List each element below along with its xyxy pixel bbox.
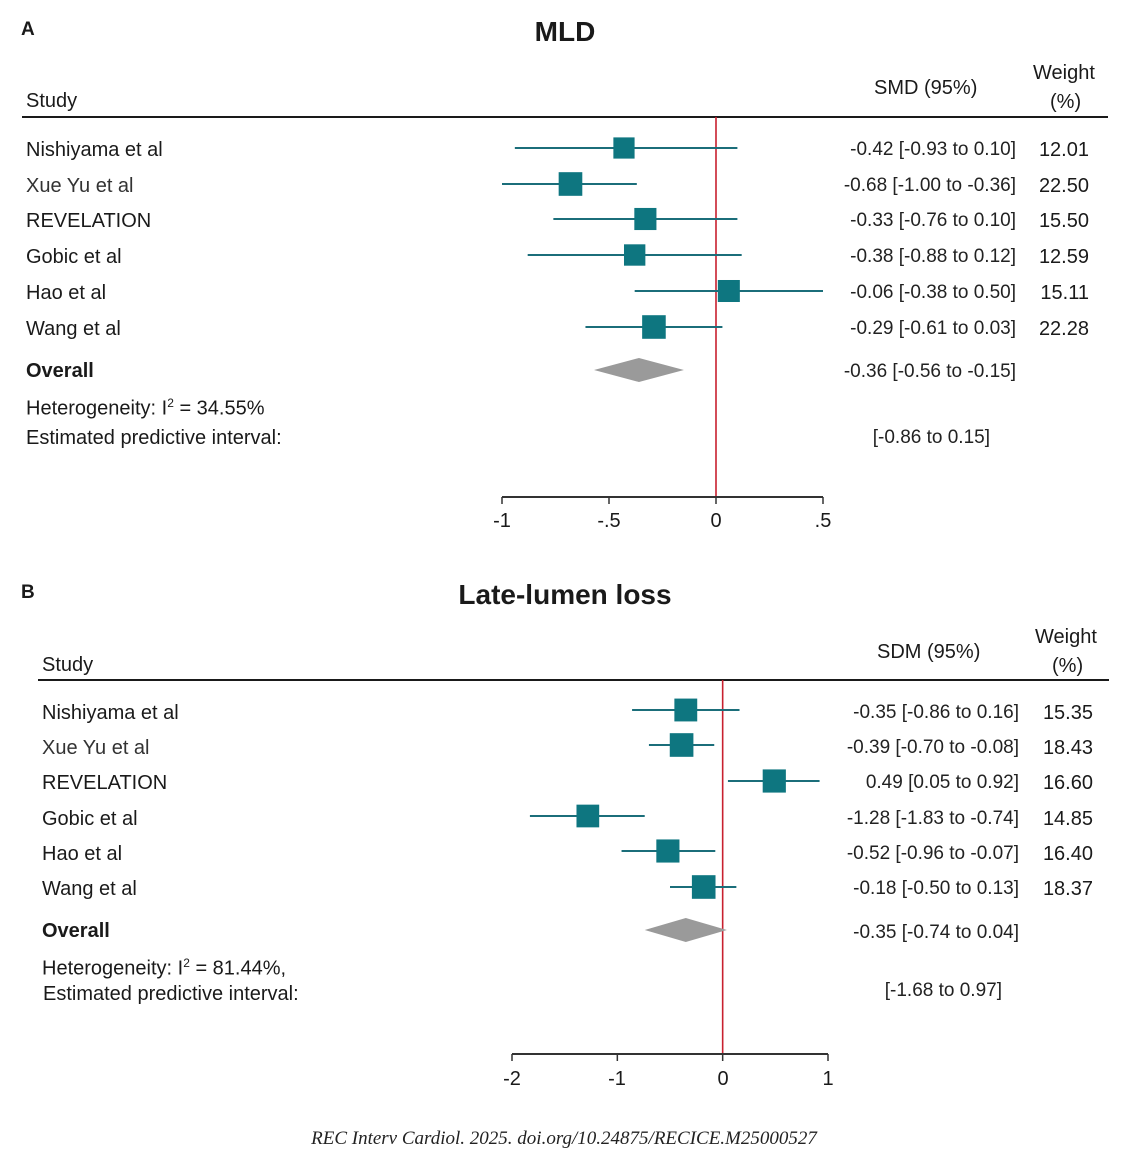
effect-estimate: -0.18 [-0.50 to 0.13] <box>853 878 1019 899</box>
study-weight: 15.35 <box>1042 702 1093 724</box>
predictive-interval-value: [-1.68 to 0.97] <box>884 980 1002 1001</box>
overall-label: Overall <box>26 360 94 382</box>
study-marker <box>717 279 740 303</box>
effect-estimate: -0.52 [-0.96 to -0.07] <box>846 843 1019 864</box>
study-weight: 22.28 <box>1038 318 1089 340</box>
study-weight: 18.37 <box>1042 878 1093 900</box>
study-name: Wang et al <box>42 878 137 900</box>
x-tick-label: -1 <box>608 1068 626 1090</box>
study-marker <box>558 172 583 196</box>
study-weight: 22.50 <box>1038 175 1089 197</box>
effect-estimate: 0.49 [0.05 to 0.92] <box>865 772 1019 793</box>
study-marker <box>656 839 680 863</box>
effect-estimate: -0.35 [-0.86 to 0.16] <box>853 702 1019 723</box>
weight-header: Weight <box>1033 62 1095 84</box>
effect-estimate: -0.33 [-0.76 to 0.10] <box>850 210 1016 231</box>
study-name: Xue Yu et al <box>42 737 150 759</box>
study-name: Nishiyama et al <box>26 139 163 161</box>
study-marker <box>623 244 646 266</box>
study-marker <box>642 315 666 339</box>
weight-header-unit: (%) <box>1052 655 1084 677</box>
overall-estimate: -0.35 [-0.74 to 0.04] <box>853 922 1019 943</box>
study-header: Study <box>26 90 78 112</box>
weight-header: Weight <box>1035 626 1097 648</box>
effect-estimate: -0.38 [-0.88 to 0.12] <box>850 246 1016 267</box>
study-marker <box>674 698 698 722</box>
x-tick-label: .5 <box>814 510 832 532</box>
overall-diamond <box>594 358 684 382</box>
effect-estimate: -1.28 [-1.83 to -0.74] <box>846 808 1019 829</box>
panel-title: Late-lumen loss <box>458 579 672 610</box>
study-weight: 18.43 <box>1042 737 1093 759</box>
heterogeneity-label: Heterogeneity: I2 = 34.55% <box>26 396 265 420</box>
study-weight: 12.59 <box>1038 246 1089 268</box>
x-tick-label: 1 <box>822 1068 834 1090</box>
header-rule <box>38 679 1109 681</box>
study-name: Gobic et al <box>26 246 122 268</box>
effect-header: SMD (95%) <box>874 77 978 99</box>
panel-label: A <box>21 19 35 40</box>
predictive-interval-label: Estimated predictive interval: <box>26 427 282 449</box>
overall-diamond <box>644 918 727 942</box>
x-tick-label: -2 <box>503 1068 521 1090</box>
effect-estimate: -0.42 [-0.93 to 0.10] <box>850 139 1016 160</box>
study-name: Nishiyama et al <box>42 702 179 724</box>
study-name: Hao et al <box>42 843 123 865</box>
panel-title: MLD <box>534 16 596 47</box>
heterogeneity-label: Heterogeneity: I2 = 81.44%, <box>42 956 287 980</box>
study-weight: 14.85 <box>1042 808 1093 830</box>
study-name: Wang et al <box>26 318 121 340</box>
effect-estimate: -0.29 [-0.61 to 0.03] <box>850 318 1016 339</box>
predictive-interval-value: [-0.86 to 0.15] <box>872 427 990 448</box>
study-weight: 15.11 <box>1040 282 1089 304</box>
effect-estimate: -0.39 [-0.70 to -0.08] <box>846 737 1019 758</box>
study-marker <box>762 769 786 793</box>
study-name: Xue Yu et al <box>26 175 134 197</box>
weight-header-unit: (%) <box>1050 91 1082 113</box>
study-name: Gobic et al <box>42 808 138 830</box>
study-name: REVELATION <box>26 210 152 232</box>
effect-estimate: -0.06 [-0.38 to 0.50] <box>850 282 1016 303</box>
study-name: REVELATION <box>42 772 168 794</box>
study-marker <box>691 875 716 899</box>
panel-label: B <box>21 582 35 603</box>
study-marker <box>576 804 600 828</box>
predictive-interval-label: Estimated predictive interval: <box>43 983 299 1005</box>
effect-header: SDM (95%) <box>877 641 981 663</box>
study-marker <box>613 137 635 159</box>
citation-footer: REC Interv Cardiol. 2025. doi.org/10.248… <box>311 1128 817 1149</box>
overall-estimate: -0.36 [-0.56 to -0.15] <box>843 361 1016 382</box>
study-marker <box>669 733 694 757</box>
effect-estimate: -0.68 [-1.00 to -0.36] <box>843 175 1016 196</box>
study-weight: 16.40 <box>1042 843 1093 865</box>
overall-label: Overall <box>42 920 110 942</box>
study-name: Hao et al <box>26 282 107 304</box>
study-weight: 12.01 <box>1038 139 1089 161</box>
study-marker <box>634 207 657 231</box>
x-tick-label: -1 <box>493 510 511 532</box>
header-rule <box>22 116 1108 118</box>
study-weight: 16.60 <box>1042 772 1093 794</box>
x-tick-label: 0 <box>710 510 722 532</box>
x-tick-label: 0 <box>717 1068 729 1090</box>
study-weight: 15.50 <box>1038 210 1089 232</box>
study-header: Study <box>42 654 94 676</box>
x-tick-label: -.5 <box>597 510 621 532</box>
